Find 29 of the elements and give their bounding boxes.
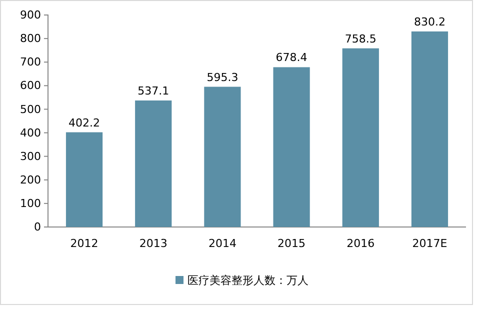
data-label: 758.5 xyxy=(344,32,376,46)
data-label: 678.4 xyxy=(276,51,308,64)
y-tick-label: 900 xyxy=(20,8,41,22)
y-tick-label: 100 xyxy=(20,196,41,210)
y-tick-label: 200 xyxy=(20,173,41,186)
x-tick-label: 2016 xyxy=(346,236,375,250)
bar xyxy=(135,100,172,227)
bar xyxy=(273,67,310,227)
x-tick-label: 2013 xyxy=(139,236,168,250)
bar xyxy=(342,48,379,227)
x-tick-label: 2014 xyxy=(208,236,236,250)
y-tick-label: 600 xyxy=(20,79,41,92)
data-label: 402.2 xyxy=(68,116,100,130)
x-tick-label: 2012 xyxy=(70,236,98,250)
data-label: 830.2 xyxy=(414,15,446,28)
y-tick-label: 300 xyxy=(20,150,41,163)
y-tick-label: 700 xyxy=(20,56,41,69)
y-tick-label: 0 xyxy=(34,220,41,234)
legend-label: 医疗美容整形人数：万人 xyxy=(188,274,308,287)
y-tick-label: 400 xyxy=(20,126,41,140)
data-label: 595.3 xyxy=(206,70,238,84)
y-tick-label: 500 xyxy=(20,102,41,116)
x-tick-label: 2015 xyxy=(278,236,306,250)
x-tick-label: 2017E xyxy=(412,236,448,250)
data-label: 537.1 xyxy=(138,84,170,98)
y-tick-label: 800 xyxy=(20,32,41,46)
bar xyxy=(411,31,448,227)
bar xyxy=(204,86,241,227)
bar xyxy=(66,132,103,227)
